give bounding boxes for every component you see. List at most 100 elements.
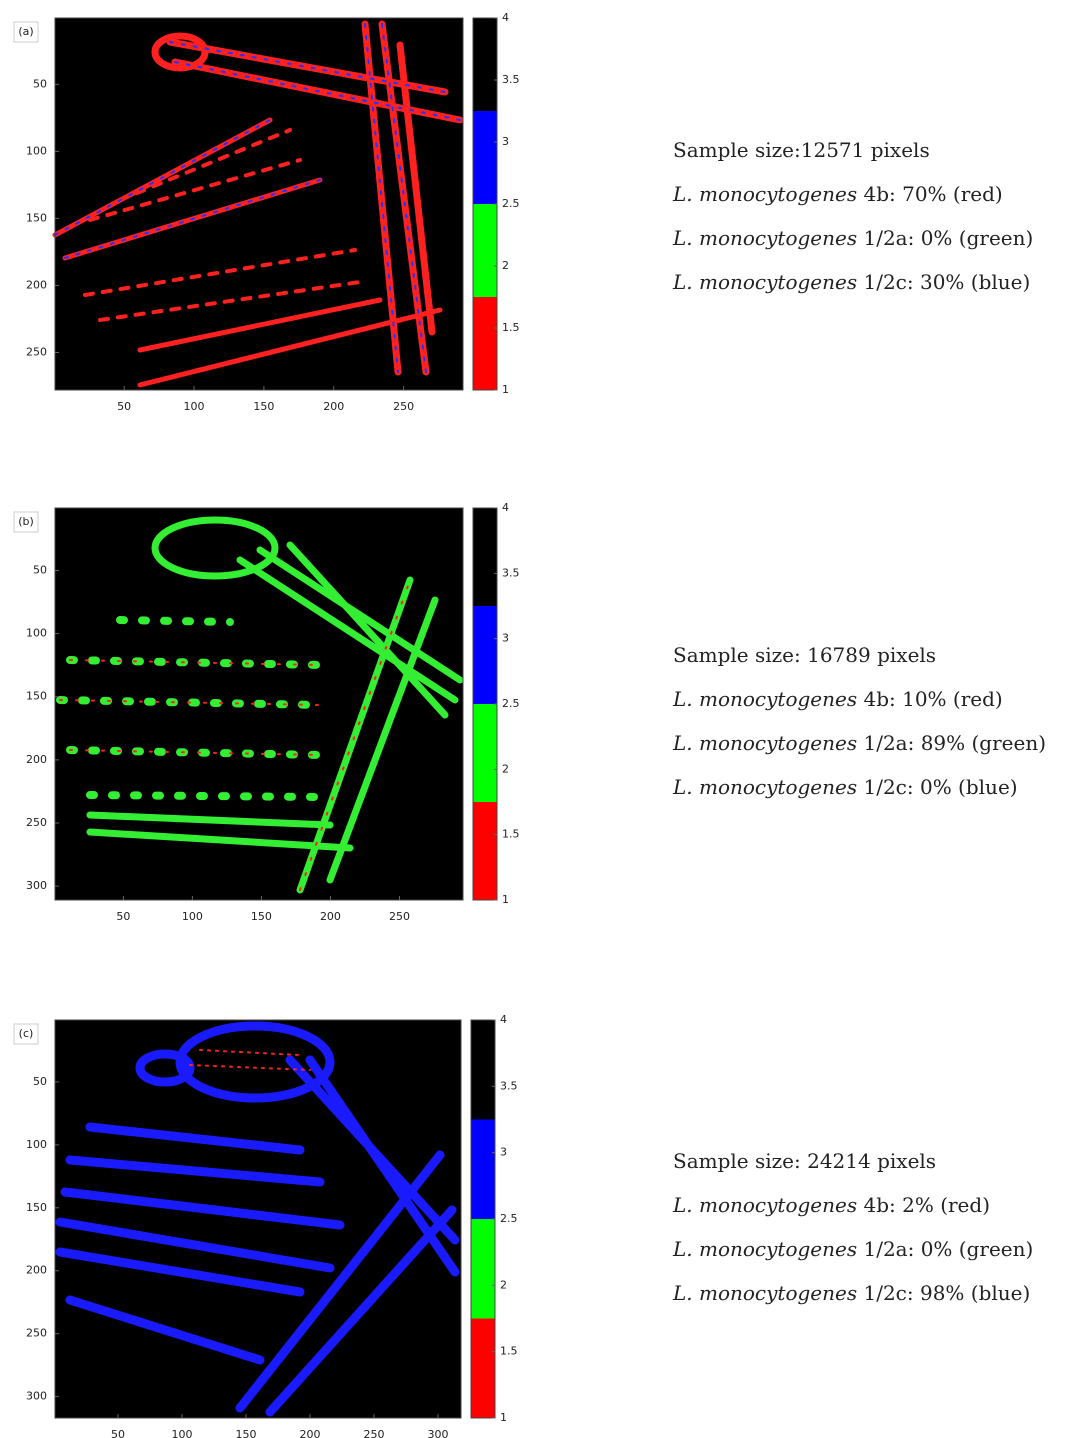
colorbar-segment [473, 297, 497, 390]
species: L. monocytogenes [673, 1193, 857, 1217]
colorbar-tick-label: 2.5 [502, 697, 520, 710]
strain-share: 4b: 2% (red) [863, 1193, 990, 1217]
colorbar-tick-label: 4 [502, 501, 509, 514]
strain-share: 1/2a: 0% (green) [863, 1237, 1033, 1261]
x-tick-label: 150 [235, 1428, 256, 1438]
y-tick-label: 200 [26, 753, 47, 766]
colorbar-segment [473, 18, 497, 111]
y-tick-label: 300 [26, 1390, 47, 1403]
y-tick-label: 150 [26, 211, 47, 224]
colorbar-tick-label: 2 [500, 1278, 507, 1291]
species: L. monocytogenes [673, 731, 857, 755]
colorbar-tick-label: 3.5 [500, 1079, 518, 1092]
x-tick-label: 250 [393, 400, 414, 413]
colorbar-tick-label: 3 [502, 135, 509, 148]
strain-share: 1/2c: 30% (blue) [863, 270, 1030, 294]
colorbar-tick-label: 1.5 [500, 1345, 518, 1358]
colorbar-tick-label: 2.5 [500, 1212, 518, 1225]
colorbar-segment [473, 704, 497, 802]
species: L. monocytogenes [673, 226, 857, 250]
strain-line: L. monocytogenes 4b: 2% (red) [673, 1183, 1033, 1227]
y-tick-label: 50 [33, 77, 47, 90]
x-tick-label: 200 [299, 1428, 320, 1438]
colorbar-tick-label: 3.5 [502, 73, 520, 86]
strain-share: 1/2c: 0% (blue) [863, 775, 1017, 799]
y-tick-label: 50 [33, 563, 47, 576]
x-tick-label: 100 [171, 1428, 192, 1438]
summary: Sample size: 16789 pixels L. monocytogene… [673, 633, 1046, 809]
colorbar-tick-label: 3 [500, 1146, 507, 1159]
panel-label: (a) [18, 25, 33, 38]
colorbar-segment [473, 606, 497, 704]
species: L. monocytogenes [673, 270, 857, 294]
figure: (a)501001502002505010015020025011.522.53… [0, 0, 1069, 1438]
panel-label: (c) [19, 1027, 34, 1040]
y-tick-label: 150 [26, 690, 47, 703]
colorbar-tick-label: 1 [502, 383, 509, 396]
colorbar-tick-label: 3.5 [502, 566, 520, 579]
y-tick-label: 50 [33, 1075, 47, 1088]
sample-size: Sample size: 24214 pixels [673, 1139, 1033, 1183]
colorbar-segment [473, 508, 497, 606]
x-tick-label: 250 [363, 1428, 384, 1438]
y-tick-label: 100 [26, 627, 47, 640]
colorbar-tick-label: 1.5 [502, 828, 520, 841]
strain-share: 4b: 70% (red) [863, 182, 1002, 206]
x-tick-label: 50 [116, 910, 130, 923]
colorbar-tick-label: 4 [502, 11, 509, 24]
y-tick-label: 250 [26, 345, 47, 358]
strain-share: 1/2c: 98% (blue) [863, 1281, 1030, 1305]
y-tick-label: 150 [26, 1201, 47, 1214]
colorbar-tick-label: 2 [502, 762, 509, 775]
y-tick-label: 100 [26, 144, 47, 157]
species: L. monocytogenes [673, 687, 857, 711]
sample-size: Sample size: 16789 pixels [673, 633, 1046, 677]
y-tick-label: 250 [26, 1327, 47, 1340]
species: L. monocytogenes [673, 1237, 857, 1261]
panel-b-image [55, 508, 463, 900]
strain-share: 1/2a: 89% (green) [863, 731, 1046, 755]
x-tick-label: 150 [251, 910, 272, 923]
y-tick-label: 200 [26, 278, 47, 291]
strain-line: L. monocytogenes 1/2c: 98% (blue) [673, 1271, 1033, 1315]
colorbar-segment [471, 1120, 495, 1220]
x-tick-label: 100 [184, 400, 205, 413]
species: L. monocytogenes [673, 1281, 857, 1305]
species: L. monocytogenes [673, 775, 857, 799]
colorbar-segment [471, 1219, 495, 1319]
species: L. monocytogenes [673, 182, 857, 206]
strain-line: L. monocytogenes 1/2c: 0% (blue) [673, 765, 1046, 809]
colorbar-tick-label: 2.5 [502, 197, 520, 210]
x-tick-label: 100 [182, 910, 203, 923]
x-tick-label: 300 [427, 1428, 448, 1438]
y-tick-label: 250 [26, 816, 47, 829]
colorbar-tick-label: 2 [502, 259, 509, 272]
x-tick-label: 150 [253, 400, 274, 413]
strain-line: L. monocytogenes 1/2c: 30% (blue) [673, 260, 1033, 304]
colorbar-tick-label: 1 [502, 893, 509, 906]
panel-a-image [55, 18, 463, 390]
colorbar-tick-label: 1.5 [502, 321, 520, 334]
sample-size: Sample size:12571 pixels [673, 128, 1033, 172]
panel-c-image [55, 1020, 461, 1418]
strain-line: L. monocytogenes 4b: 70% (red) [673, 172, 1033, 216]
y-tick-label: 100 [26, 1138, 47, 1151]
panel-label: (b) [18, 515, 34, 528]
x-tick-label: 200 [320, 910, 341, 923]
colorbar-segment [471, 1020, 495, 1120]
strain-share: 1/2a: 0% (green) [863, 226, 1033, 250]
strain-line: L. monocytogenes 1/2a: 89% (green) [673, 721, 1046, 765]
strain-line: L. monocytogenes 1/2a: 0% (green) [673, 1227, 1033, 1271]
x-tick-label: 200 [323, 400, 344, 413]
colorbar-segment [473, 802, 497, 900]
strain-line: L. monocytogenes 1/2a: 0% (green) [673, 216, 1033, 260]
y-tick-label: 200 [26, 1264, 47, 1277]
x-tick-label: 250 [389, 910, 410, 923]
colorbar-segment [473, 204, 497, 297]
colorbar-segment [471, 1319, 495, 1419]
x-tick-label: 50 [117, 400, 131, 413]
y-tick-label: 300 [26, 879, 47, 892]
colorbar-tick-label: 1 [500, 1411, 507, 1424]
